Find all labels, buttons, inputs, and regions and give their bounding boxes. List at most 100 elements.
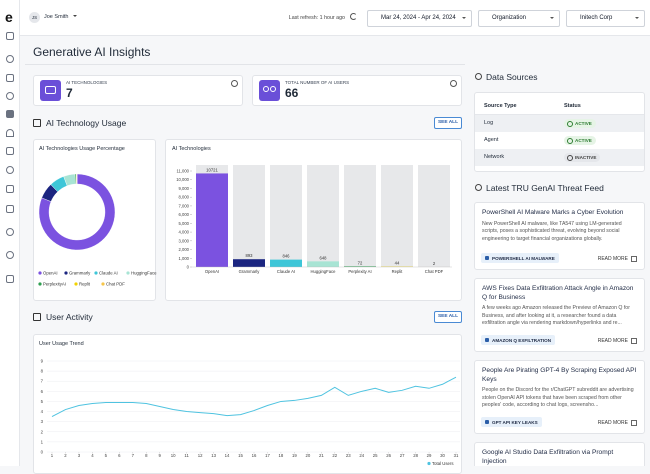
feed-title[interactable]: Google AI Studio Data Exfiltration via P… xyxy=(482,449,637,466)
x-tick-label: 19 xyxy=(292,453,297,458)
y-tick-label: 8,000 xyxy=(179,195,190,200)
x-tick-label: 9 xyxy=(159,453,162,458)
status-pill: INACTIVE xyxy=(564,153,600,162)
table-header: Source Type Status xyxy=(475,98,644,115)
x-tick-label: 6 xyxy=(118,453,121,458)
table-row: Log ACTIVE xyxy=(475,115,644,132)
source-type: Log xyxy=(484,115,493,132)
bar xyxy=(233,259,265,267)
x-tick-label: HuggingFace xyxy=(311,269,337,274)
x-tick-label: Claude AI xyxy=(277,269,295,274)
x-tick-label: 30 xyxy=(440,453,445,458)
x-tick-label: 31 xyxy=(454,453,459,458)
section-icon xyxy=(475,73,482,80)
y-tick-label: 2,000 xyxy=(179,247,190,252)
y-tick-label: 0 xyxy=(187,265,190,270)
y-tick-label: 5 xyxy=(41,399,44,404)
legend-swatch xyxy=(38,271,41,274)
section-icon xyxy=(475,184,482,191)
value-label: 648 xyxy=(320,255,328,260)
read-more[interactable]: READ MORE xyxy=(598,338,628,344)
x-tick-label: 13 xyxy=(211,453,216,458)
column-header: Status xyxy=(564,98,581,115)
x-tick-label: 15 xyxy=(238,453,243,458)
feed-card[interactable]: Google AI Studio Data Exfiltration via P… xyxy=(474,442,645,466)
legend-label: Replit xyxy=(79,282,91,287)
bar xyxy=(307,261,339,267)
status-pill: ACTIVE xyxy=(564,119,596,128)
x-tick-label: 2 xyxy=(64,453,67,458)
feed-tag: AMAZON Q EXFILTRATION xyxy=(481,335,555,345)
y-tick-label: 7 xyxy=(41,379,44,384)
x-tick-label: 20 xyxy=(305,453,310,458)
x-tick-label: 27 xyxy=(400,453,405,458)
x-tick-label: OpenAI xyxy=(205,269,219,274)
feed-card[interactable]: People Are Pirating GPT-4 By Scraping Ex… xyxy=(474,360,645,434)
x-tick-label: Perplexity AI xyxy=(348,269,371,274)
legend-swatch xyxy=(94,271,97,274)
y-tick-label: 1,000 xyxy=(179,256,190,261)
y-tick-label: 9 xyxy=(41,359,44,364)
y-tick-label: 4 xyxy=(41,409,44,414)
feed-title[interactable]: People Are Pirating GPT-4 By Scraping Ex… xyxy=(482,367,637,384)
value-label: 846 xyxy=(283,254,291,259)
x-tick-label: 12 xyxy=(198,453,203,458)
legend-swatch xyxy=(427,462,430,465)
read-more[interactable]: READ MORE xyxy=(598,256,628,262)
feed-text: People on the Discord for the r/ChatGPT … xyxy=(482,387,637,410)
feed-card[interactable]: AWS Fixes Data Exfiltration Attack Angle… xyxy=(474,278,645,352)
table-row: Network INACTIVE xyxy=(475,149,644,166)
x-tick-label: Grammarly xyxy=(239,269,261,274)
value-label: 10721 xyxy=(206,167,218,172)
x-tick-label: 8 xyxy=(145,453,148,458)
section-title: Latest TRU GenAI Threat Feed xyxy=(486,183,604,193)
value-label: 44 xyxy=(395,261,400,266)
legend-label: Claude AI xyxy=(99,271,118,276)
y-tick-label: 3 xyxy=(41,419,44,424)
y-tick-label: 8 xyxy=(41,369,44,374)
y-tick-label: 3,000 xyxy=(179,238,190,243)
value-label: 893 xyxy=(246,253,254,258)
read-more[interactable]: READ MORE xyxy=(598,420,628,426)
bar-track xyxy=(270,165,302,267)
column-header: Source Type xyxy=(484,98,517,115)
x-tick-label: 11 xyxy=(184,453,189,458)
status-pill: ACTIVE xyxy=(564,136,596,145)
bar-track xyxy=(344,165,376,267)
bar-track xyxy=(381,165,413,267)
x-tick-label: 4 xyxy=(91,453,94,458)
x-tick-label: 25 xyxy=(373,453,378,458)
legend-label: PerplexityAI xyxy=(43,282,66,287)
y-tick-label: 7,000 xyxy=(179,203,190,208)
y-tick-label: 11,000 xyxy=(177,169,190,174)
legend-swatch xyxy=(64,271,67,274)
legend-swatch xyxy=(38,282,41,285)
y-tick-label: 9,000 xyxy=(179,186,190,191)
feed-tag: GPT API KEY LEAKS xyxy=(481,417,542,427)
x-tick-label: 26 xyxy=(386,453,391,458)
feed-tag: POWERSHELL AI MALWARE xyxy=(481,253,559,263)
y-tick-label: 4,000 xyxy=(179,230,190,235)
legend-label: Total Users xyxy=(432,461,454,466)
bar-track xyxy=(307,165,339,267)
x-tick-label: 28 xyxy=(413,453,418,458)
feed-card[interactable]: PowerShell AI Malware Marks a Cyber Evol… xyxy=(474,202,645,270)
feed-text: A few weeks ago Amazon released the Prev… xyxy=(482,305,637,328)
x-tick-label: Replit xyxy=(392,269,404,274)
feed-title[interactable]: AWS Fixes Data Exfiltration Attack Angle… xyxy=(482,285,637,302)
feed-title[interactable]: PowerShell AI Malware Marks a Cyber Evol… xyxy=(482,209,637,218)
y-tick-label: 6 xyxy=(41,389,44,394)
y-tick-label: 6,000 xyxy=(179,212,190,217)
y-tick-label: 5,000 xyxy=(179,221,190,226)
y-tick-label: 2 xyxy=(41,429,44,434)
legend-label: OpenAI xyxy=(43,271,58,276)
bar xyxy=(196,173,228,267)
table-row: Agent ACTIVE xyxy=(475,132,644,149)
legend-swatch xyxy=(74,282,77,285)
legend-label: Chat PDF xyxy=(106,282,125,287)
x-tick-label: 21 xyxy=(319,453,324,458)
x-tick-label: 24 xyxy=(359,453,364,458)
x-tick-label: 10 xyxy=(171,453,176,458)
x-tick-label: 18 xyxy=(279,453,284,458)
